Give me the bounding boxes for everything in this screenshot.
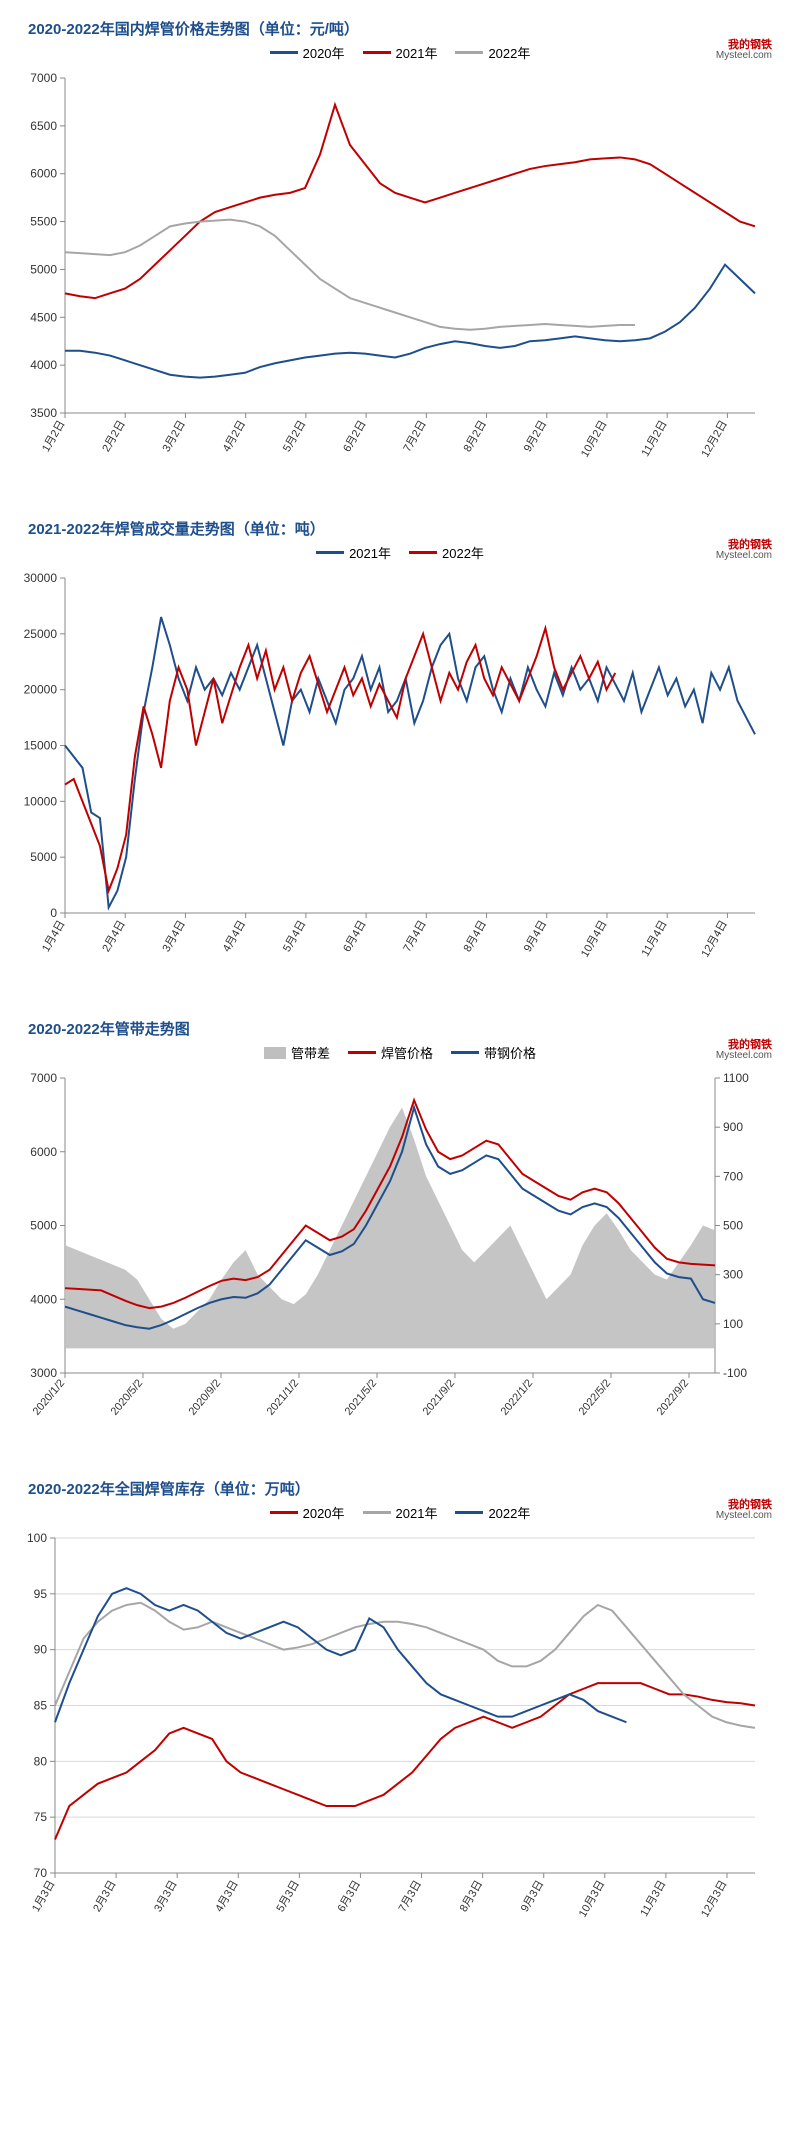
svg-text:12月3日: 12月3日 [699,1879,730,1920]
svg-text:1月3日: 1月3日 [30,1879,58,1915]
svg-text:2月2日: 2月2日 [100,419,128,455]
svg-text:5000: 5000 [30,1219,57,1233]
svg-text:6000: 6000 [30,167,57,181]
svg-text:4000: 4000 [30,358,57,372]
chart-3-spread: 2020-2022年管带走势图 管带差焊管价格带钢价格 我的钢铁Mysteel.… [10,1018,790,1448]
chart-3-svg: 3000 4000 5000 6000 7000 -100 100 300 500 700 900 1… [10,1068,770,1448]
svg-text:12月2日: 12月2日 [699,419,730,460]
svg-text:20000: 20000 [24,683,58,697]
svg-text:15000: 15000 [24,739,58,753]
svg-text:3000: 3000 [30,1366,57,1380]
chart-2-title: 2021-2022年焊管成交量走势图（单位：吨） [28,518,790,539]
chart-1-svg: 3500 4000 4500 5000 5500 6000 6500 7000 1月2日 2月2日… [10,68,770,488]
chart-1-watermark: 我的钢铁Mysteel.com [716,40,772,61]
svg-text:5月2日: 5月2日 [281,419,309,455]
svg-text:9月2日: 9月2日 [522,419,550,455]
svg-text:300: 300 [723,1268,743,1282]
chart-3-watermark: 我的钢铁Mysteel.com [716,1040,772,1061]
svg-text:7000: 7000 [30,71,57,85]
svg-text:1100: 1100 [723,1071,749,1085]
chart-3-legend: 管带差焊管价格带钢价格 [10,1043,790,1062]
svg-text:2月4日: 2月4日 [100,919,128,955]
svg-text:6月3日: 6月3日 [336,1879,364,1915]
svg-text:6月4日: 6月4日 [341,919,369,955]
svg-text:1月2日: 1月2日 [40,419,68,455]
chart-4-inventory: 2020-2022年全国焊管库存（单位：万吨） 2020年2021年2022年 … [10,1478,790,1948]
svg-text:4500: 4500 [30,310,57,324]
svg-text:2021/1/2: 2021/1/2 [265,1377,302,1418]
svg-text:6500: 6500 [30,119,57,133]
chart-4-watermark: 我的钢铁Mysteel.com [716,1500,772,1521]
svg-text:10月2日: 10月2日 [579,419,610,460]
svg-text:9月3日: 9月3日 [519,1879,547,1915]
svg-text:95: 95 [34,1587,48,1601]
svg-text:8月3日: 8月3日 [458,1879,486,1915]
svg-text:3月2日: 3月2日 [161,419,189,455]
chart-2-legend: 2021年2022年 [10,543,790,562]
svg-text:10月3日: 10月3日 [577,1879,608,1920]
svg-text:900: 900 [723,1120,743,1134]
svg-text:11月4日: 11月4日 [640,919,670,959]
chart-4-svg: 70 75 80 85 90 95 100 1月3日 2月3日 3月3日 4月3日 5月3日 6月3日 7… [10,1528,770,1948]
svg-text:3月3日: 3月3日 [152,1879,180,1915]
svg-text:25000: 25000 [24,627,58,641]
chart-1-legend: 2020年2021年2022年 [10,43,790,62]
svg-text:85: 85 [34,1699,48,1713]
svg-text:3月4日: 3月4日 [161,919,189,955]
svg-text:500: 500 [723,1219,743,1233]
svg-text:6000: 6000 [30,1145,57,1159]
svg-text:8月2日: 8月2日 [462,419,490,455]
svg-text:2020/9/2: 2020/9/2 [187,1377,224,1418]
svg-text:2021/5/2: 2021/5/2 [343,1377,380,1418]
svg-text:5000: 5000 [30,262,57,276]
svg-text:80: 80 [34,1754,48,1768]
chart-4-title: 2020-2022年全国焊管库存（单位：万吨） [28,1478,790,1499]
svg-text:90: 90 [34,1643,48,1657]
svg-text:0: 0 [50,906,57,920]
svg-text:7月4日: 7月4日 [401,919,429,955]
svg-text:11月3日: 11月3日 [638,1879,668,1919]
svg-text:6月2日: 6月2日 [341,419,369,455]
svg-text:30000: 30000 [24,571,58,585]
svg-text:2月3日: 2月3日 [91,1879,119,1915]
svg-text:70: 70 [34,1866,48,1880]
svg-text:2022/1/2: 2022/1/2 [499,1377,536,1418]
svg-text:8月4日: 8月4日 [462,919,490,955]
svg-text:5000: 5000 [30,850,57,864]
svg-text:700: 700 [723,1169,743,1183]
svg-text:100: 100 [723,1317,743,1331]
svg-text:2020/1/2: 2020/1/2 [31,1377,68,1418]
svg-text:2021/9/2: 2021/9/2 [421,1377,458,1418]
svg-text:4000: 4000 [30,1292,57,1306]
svg-text:2022/5/2: 2022/5/2 [577,1377,614,1418]
chart-2-svg: 0 5000 10000 15000 20000 25000 30000 1月4日 2月4日 3月… [10,568,770,988]
svg-text:5月4日: 5月4日 [281,919,309,955]
chart-4-legend: 2020年2021年2022年 [10,1503,790,1522]
svg-text:12月4日: 12月4日 [699,919,730,960]
chart-1-price: 2020-2022年国内焊管价格走势图（单位：元/吨） 2020年2021年20… [10,18,790,488]
svg-text:5月3日: 5月3日 [274,1879,302,1915]
chart-2-volume: 2021-2022年焊管成交量走势图（单位：吨） 2021年2022年 我的钢铁… [10,518,790,988]
chart-2-watermark: 我的钢铁Mysteel.com [716,540,772,561]
svg-text:10000: 10000 [24,794,58,808]
svg-text:9月4日: 9月4日 [522,919,550,955]
svg-text:4月4日: 4月4日 [221,919,249,955]
svg-text:100: 100 [27,1531,47,1545]
svg-text:4月3日: 4月3日 [213,1879,241,1915]
svg-text:11月2日: 11月2日 [640,419,670,459]
chart-1-title: 2020-2022年国内焊管价格走势图（单位：元/吨） [28,18,790,39]
svg-text:3500: 3500 [30,406,57,420]
svg-text:7000: 7000 [30,1071,57,1085]
svg-text:2020/5/2: 2020/5/2 [109,1377,146,1418]
svg-text:4月2日: 4月2日 [221,419,249,455]
svg-text:2022/9/2: 2022/9/2 [655,1377,692,1418]
svg-text:7月2日: 7月2日 [401,419,429,455]
svg-text:5500: 5500 [30,215,57,229]
svg-text:10月4日: 10月4日 [579,919,610,960]
svg-text:7月3日: 7月3日 [397,1879,425,1915]
svg-text:-100: -100 [723,1366,747,1380]
svg-text:1月4日: 1月4日 [40,919,68,955]
chart-3-title: 2020-2022年管带走势图 [28,1018,790,1039]
svg-text:75: 75 [34,1810,48,1824]
